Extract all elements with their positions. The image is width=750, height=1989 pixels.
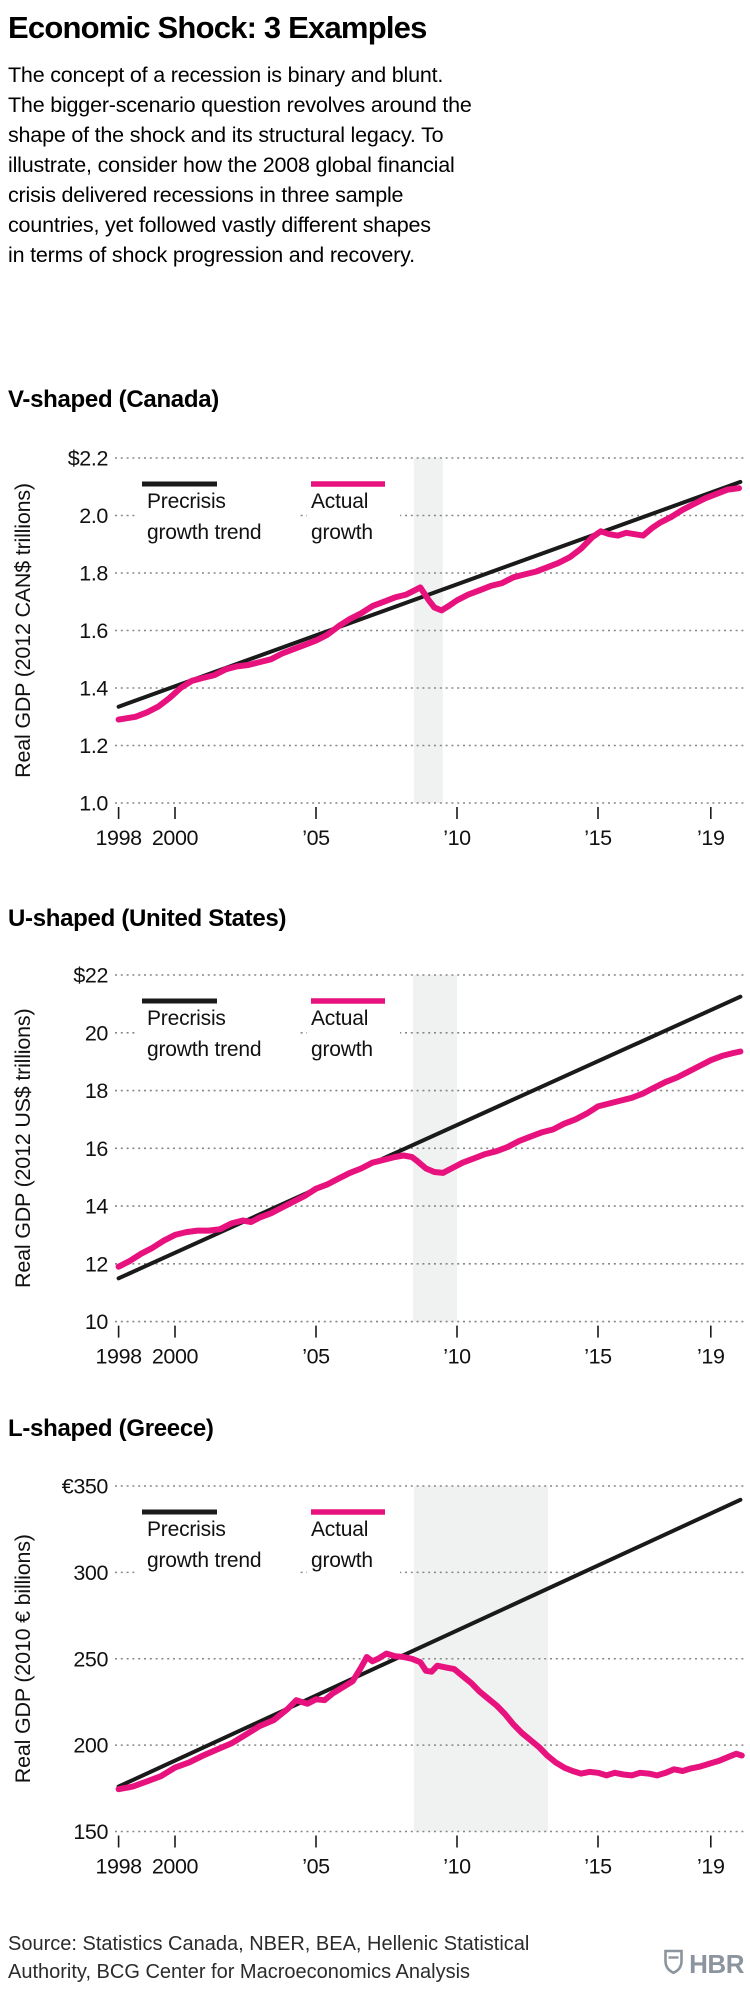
chart-legend: Precrisis growth trend Actual growth — [142, 1509, 385, 1572]
svg-text:20: 20 — [85, 1021, 109, 1045]
svg-text:’15: ’15 — [584, 1345, 612, 1369]
svg-text:2000: 2000 — [152, 826, 199, 850]
legend-actual-label: growth — [311, 1038, 373, 1061]
svg-text:1.0: 1.0 — [79, 792, 108, 816]
chart-heading-greece: L-shaped (Greece) — [8, 1415, 214, 1442]
legend-trend-label: Precrisis — [147, 490, 226, 513]
chart-canada: $2.2 2.0 1.8 1.6 1.4 1.2 1.0 1998 2000 ’05 ’10 ’15 ’… — [11, 447, 746, 850]
legend-backplate — [307, 993, 400, 1073]
legend-trend-label: Precrisis — [147, 1518, 226, 1541]
svg-text:’10: ’10 — [443, 1855, 471, 1879]
svg-text:1.2: 1.2 — [79, 734, 108, 758]
y-tick-labels: €350 300 250 200 150 — [62, 1475, 109, 1845]
legend-trend-label: growth trend — [147, 1038, 261, 1061]
svg-text:150: 150 — [73, 1820, 108, 1844]
svg-text:’19: ’19 — [697, 1345, 725, 1369]
actual-growth-line — [115, 1650, 745, 1793]
legend-trend-label: growth trend — [147, 521, 261, 544]
legend-actual-label: Actual — [311, 1518, 368, 1541]
chart-heading-united-states: U-shaped (United States) — [8, 905, 287, 932]
y-tick-labels: $2.2 2.0 1.8 1.6 1.4 1.2 1.0 — [68, 447, 109, 816]
svg-text:1.8: 1.8 — [79, 562, 108, 586]
svg-text:14: 14 — [85, 1195, 109, 1219]
svg-text:’05: ’05 — [302, 1345, 330, 1369]
svg-text:’05: ’05 — [302, 1855, 330, 1879]
svg-text:2000: 2000 — [152, 1345, 199, 1369]
source-note: Source: Statistics Canada, NBER, BEA, He… — [8, 1933, 530, 1983]
y-axis-title: Real GDP (2012 CAN$ trillions) — [11, 483, 35, 778]
y-axis-title: Real GDP (2012 US$ trillions) — [11, 1009, 35, 1288]
svg-text:$22: $22 — [73, 964, 108, 988]
svg-text:12: 12 — [85, 1252, 108, 1276]
svg-text:’15: ’15 — [584, 1855, 612, 1879]
legend-backplate — [138, 993, 298, 1073]
svg-text:1998: 1998 — [95, 1345, 142, 1369]
svg-text:18: 18 — [85, 1079, 109, 1103]
hbr-logo-text: HBR — [689, 1948, 744, 1979]
legend-backplate — [138, 1504, 298, 1584]
legend-backplate — [307, 476, 400, 556]
chart-legend: Precrisis growth trend Actual growth — [142, 998, 385, 1061]
actual-growth-line — [115, 1048, 744, 1270]
svg-text:1.6: 1.6 — [79, 619, 108, 643]
svg-text:200: 200 — [73, 1734, 108, 1758]
x-axis: 1998 2000 ’05 ’10 ’15 ’19 — [95, 807, 725, 850]
chart-united-states: $22 20 18 16 14 12 10 1998 2000 ’05 ’10 ’15 ’19 Real … — [11, 964, 746, 1369]
svg-text:300: 300 — [73, 1561, 108, 1585]
legend-actual-label: growth — [311, 521, 373, 544]
chart-legend: Precrisis growth trend Actual growth — [142, 481, 385, 544]
legend-trend-label: growth trend — [147, 1549, 261, 1572]
svg-text:1998: 1998 — [95, 826, 142, 850]
x-axis: 1998 2000 ’05 ’10 ’15 ’19 — [95, 1325, 725, 1369]
x-axis: 1998 2000 ’05 ’10 ’15 ’19 — [95, 1835, 725, 1879]
hbr-logo: HBR — [662, 1948, 744, 1980]
legend-trend-label: Precrisis — [147, 1007, 226, 1030]
y-tick-labels: $22 20 18 16 14 12 10 — [73, 964, 109, 1335]
svg-text:2000: 2000 — [152, 1855, 199, 1879]
svg-text:2.0: 2.0 — [79, 504, 108, 528]
legend-backplate — [138, 476, 298, 556]
svg-text:16: 16 — [85, 1137, 109, 1161]
legend-actual-label: Actual — [311, 1007, 368, 1030]
svg-text:’10: ’10 — [443, 1345, 471, 1369]
svg-text:’15: ’15 — [584, 826, 612, 850]
page-title: Economic Shock: 3 Examples — [8, 10, 427, 45]
svg-text:€350: €350 — [62, 1475, 109, 1499]
legend-backplate — [307, 1504, 400, 1584]
legend-actual-label: growth — [311, 1549, 373, 1572]
svg-text:’19: ’19 — [697, 826, 725, 850]
chart-greece: €350 300 250 200 150 1998 2000 ’05 ’10 ’15 ’19 Real… — [11, 1475, 746, 1879]
svg-text:’10: ’10 — [443, 826, 471, 850]
precrisis-trend-line — [116, 1497, 743, 1789]
legend-actual-label: Actual — [311, 490, 368, 513]
svg-text:250: 250 — [73, 1647, 108, 1671]
svg-text:10: 10 — [85, 1310, 109, 1334]
actual-growth-line — [115, 485, 742, 723]
intro-paragraph: The concept of a recession is binary and… — [8, 63, 472, 267]
shield-icon — [662, 1948, 685, 1980]
chart-heading-canada: V-shaped (Canada) — [8, 386, 219, 413]
svg-text:’05: ’05 — [302, 826, 330, 850]
svg-text:1998: 1998 — [95, 1855, 142, 1879]
y-axis-title: Real GDP (2010 € billions) — [11, 1534, 35, 1783]
svg-text:$2.2: $2.2 — [68, 447, 108, 471]
svg-text:1.4: 1.4 — [79, 677, 108, 701]
svg-text:’19: ’19 — [697, 1855, 725, 1879]
